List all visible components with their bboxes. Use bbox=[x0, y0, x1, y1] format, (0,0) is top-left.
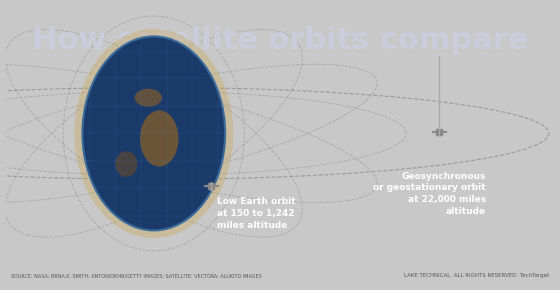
Text: SOURCE: NASA; BRNA.K. SMITH; ANTONIOKHR/GETTY IMAGES; SATELLITE: VECTORA; ALUKIT: SOURCE: NASA; BRNA.K. SMITH; ANTONIOKHR/… bbox=[11, 273, 262, 278]
Ellipse shape bbox=[82, 37, 225, 230]
Text: Low Earth orbit
at 150 to 1,242
miles altitude: Low Earth orbit at 150 to 1,242 miles al… bbox=[217, 197, 296, 230]
Text: How satellite orbits compare: How satellite orbits compare bbox=[32, 26, 528, 55]
Ellipse shape bbox=[134, 89, 162, 107]
Ellipse shape bbox=[115, 151, 137, 177]
Ellipse shape bbox=[74, 29, 234, 238]
Text: Geosynchronous
or geostationary orbit
at 22,000 miles
altitude: Geosynchronous or geostationary orbit at… bbox=[374, 172, 486, 216]
Ellipse shape bbox=[140, 110, 179, 166]
Text: LAKE TECHNICAL. ALL RIGHTS RESERVED. TechTarget: LAKE TECHNICAL. ALL RIGHTS RESERVED. Tec… bbox=[404, 273, 549, 278]
